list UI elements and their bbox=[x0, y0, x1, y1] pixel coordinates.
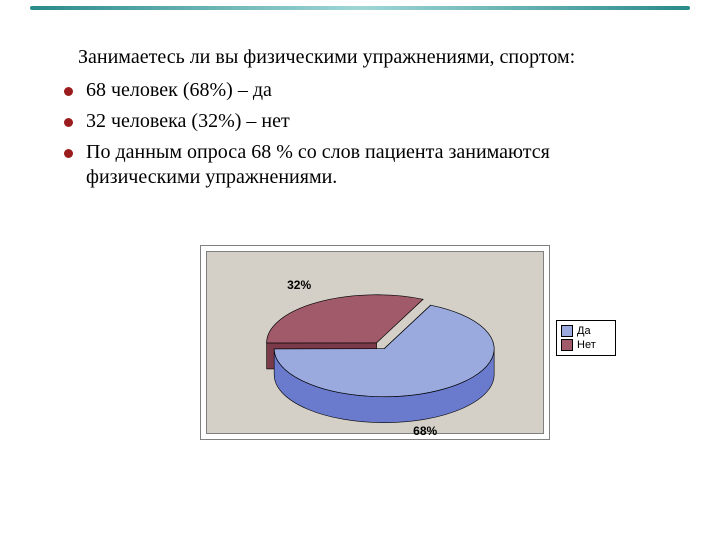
pie-chart-svg bbox=[207, 252, 543, 433]
slice-pct-label: 32% bbox=[287, 278, 311, 292]
chart-plot-area bbox=[206, 251, 544, 434]
legend-item: Да bbox=[561, 324, 611, 338]
legend-swatch bbox=[561, 339, 573, 351]
slide-top-accent bbox=[30, 6, 690, 10]
legend-item: Нет bbox=[561, 338, 611, 352]
pie-chart-container: 68% 32% bbox=[200, 245, 550, 440]
bullet-item: 32 человека (32%) – нет bbox=[74, 109, 660, 134]
survey-question: Занимаетесь ли вы физическими упражнения… bbox=[78, 45, 660, 70]
chart-legend: Да Нет bbox=[556, 320, 616, 356]
bullet-item: По данным опроса 68 % со слов пациента з… bbox=[74, 140, 660, 190]
slice-pct-label: 68% bbox=[413, 424, 437, 438]
text-content: Занимаетесь ли вы физическими упражнения… bbox=[60, 45, 660, 196]
bullet-list: 68 человек (68%) – да 32 человека (32%) … bbox=[60, 78, 660, 190]
legend-label: Да bbox=[577, 324, 591, 338]
bullet-text: По данным опроса 68 % со слов пациента з… bbox=[86, 141, 550, 188]
bullet-text: 68 человек (68%) – да bbox=[86, 79, 272, 101]
bullet-text: 32 человека (32%) – нет bbox=[86, 110, 290, 132]
legend-label: Нет bbox=[577, 338, 596, 352]
bullet-item: 68 человек (68%) – да bbox=[74, 78, 660, 103]
legend-swatch bbox=[561, 325, 573, 337]
